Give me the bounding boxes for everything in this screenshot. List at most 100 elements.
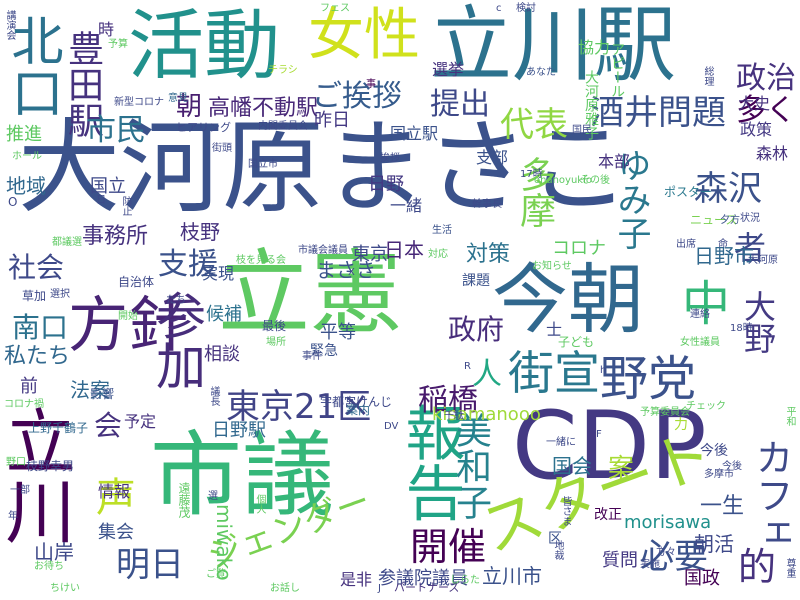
word: 士 — [546, 320, 563, 339]
word: 自治体 — [118, 275, 155, 289]
word: 枝野幸男 — [26, 459, 75, 473]
word: 会 — [94, 409, 123, 442]
word: 社会 — [8, 251, 65, 284]
word: 協力 — [578, 38, 611, 57]
word: 皆さま — [560, 496, 571, 526]
word: お待ち — [34, 561, 64, 572]
word: 事件 — [302, 351, 322, 362]
word: 開催 — [410, 525, 487, 569]
word: h — [600, 365, 607, 376]
word: 立憲 — [218, 240, 403, 347]
word: 稲橋 — [418, 383, 478, 418]
word: 案 — [608, 454, 635, 484]
word: 国政 — [684, 568, 720, 589]
word: miwako — [212, 504, 236, 581]
word: 状況 — [740, 213, 760, 224]
word: 連絡 — [690, 309, 710, 320]
word: 大河原 — [748, 255, 778, 266]
word: 千駄 — [444, 411, 464, 422]
word: 案内 — [346, 403, 371, 417]
word: 今後 — [722, 461, 742, 472]
word: 命 — [718, 239, 728, 250]
word: 挨拶 — [380, 153, 400, 164]
word: 豊田駅 — [62, 30, 103, 138]
word: 多く — [736, 93, 796, 128]
word: お話し — [270, 583, 300, 594]
word: 選挙 — [432, 60, 465, 79]
word: 推進 — [6, 124, 42, 145]
word: 夕方 — [720, 215, 740, 226]
word: c — [496, 3, 502, 14]
word: 事 — [366, 79, 376, 90]
word: CDP — [512, 392, 707, 501]
word: 参議院議員 — [378, 568, 468, 589]
word: F — [596, 429, 602, 440]
word: 選択 — [50, 289, 70, 300]
word: 緊急 — [310, 343, 338, 359]
word: J — [378, 583, 381, 594]
word: 一生 — [700, 494, 745, 519]
word: 事務所 — [82, 224, 149, 249]
word: まさき — [316, 258, 376, 282]
word: ヒアリング — [176, 121, 231, 134]
word: 日 — [96, 195, 106, 206]
word: 街頭 — [212, 143, 232, 154]
word: 情報 — [98, 482, 131, 501]
word: 森林 — [756, 144, 789, 163]
word: 平等 — [320, 322, 356, 343]
word: 時 — [98, 20, 115, 39]
word: 国立駅 — [390, 124, 439, 143]
word: コロナ禍 — [4, 399, 44, 410]
word: 本部 — [598, 152, 631, 171]
word: 声 — [96, 475, 136, 521]
word: 日野市 — [694, 244, 754, 268]
word: 実現 — [202, 264, 235, 283]
word: X — [348, 267, 355, 278]
word: 朝活 — [694, 532, 734, 556]
word: 上野千鶴子 — [28, 421, 89, 435]
word: 平和 — [784, 406, 795, 426]
word: チラシ — [268, 65, 298, 76]
word: kisamanooo — [432, 404, 541, 425]
word: 予定 — [124, 412, 157, 431]
word: 野党 — [600, 351, 697, 407]
word: ポスター — [664, 185, 713, 199]
word: 草加 — [22, 289, 47, 303]
word: フェス — [320, 3, 350, 14]
word: 一緒 — [390, 196, 423, 215]
word: ニュース — [690, 213, 738, 227]
word: 年 — [8, 511, 18, 522]
word: 前 — [20, 376, 38, 397]
word: 是非 — [340, 570, 373, 589]
word: 森沢 — [694, 169, 762, 209]
word: 新型コロナ — [114, 97, 164, 108]
word: 個人 — [254, 494, 265, 514]
word: 今朝 — [492, 255, 644, 344]
word: 北口 — [2, 14, 62, 118]
word: 国会 — [552, 454, 592, 478]
word: 人 — [472, 357, 502, 392]
word: たち — [166, 295, 186, 306]
word: 方針 — [68, 291, 188, 361]
word: アピール — [609, 42, 625, 98]
word: 一部 — [10, 485, 30, 496]
word: ちけい — [50, 583, 80, 594]
word: 遠藤茂 — [177, 482, 191, 518]
word: 子ども — [558, 335, 595, 349]
word: チェック — [686, 401, 726, 412]
word: 検討 — [516, 3, 536, 14]
word: O — [8, 195, 18, 209]
word: 多摩 — [514, 156, 555, 228]
word: 必要 — [640, 537, 708, 577]
word: 18時 — [730, 323, 753, 334]
word: 枝を見る会 — [236, 255, 286, 266]
word: 課題 — [462, 273, 490, 289]
word: あなた — [526, 67, 556, 78]
word: 最後 — [262, 319, 287, 333]
word: 支部 — [476, 148, 509, 167]
word: ご挨拶 — [312, 79, 402, 114]
word: 力 — [674, 417, 688, 433]
word: 政治 — [736, 61, 796, 96]
word: お知らせ — [532, 261, 572, 272]
